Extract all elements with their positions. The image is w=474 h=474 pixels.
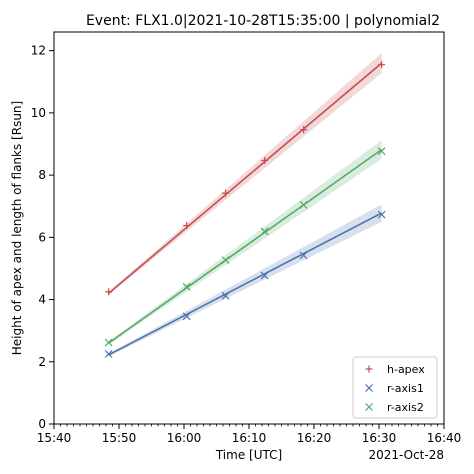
fit-band-r-axis1 [108, 204, 382, 357]
x-tick-label: 16:10 [232, 431, 267, 445]
x-tick-label: 16:30 [362, 431, 397, 445]
y-tick-label: 10 [31, 106, 46, 120]
data-point-h-apex [261, 156, 269, 164]
y-tick-label: 6 [38, 230, 46, 244]
legend-marker-r-axis1 [365, 384, 373, 392]
legend-label-r-axis2: r-axis2 [387, 401, 424, 414]
data-point-h-apex [222, 189, 230, 197]
data-point-r-axis2 [260, 227, 269, 236]
y-tick-label: 4 [38, 293, 46, 307]
data-point-r-axis1 [104, 350, 113, 358]
data-point-r-axis1 [299, 251, 308, 260]
x-axis-title: Time [UTC] [215, 448, 282, 462]
data-point-r-axis1 [377, 210, 386, 219]
data-point-r-axis1 [182, 312, 191, 321]
data-point-h-apex [105, 288, 113, 296]
date-label: 2021-Oct-28 [368, 448, 444, 462]
fit-band-r-axis2 [108, 140, 382, 345]
legend-frame [352, 356, 438, 419]
y-tick-label: 8 [38, 168, 46, 182]
x-tick-label: 15:40 [37, 431, 72, 445]
x-axis-ticks: 15:40 15:50 16:00 16:10 16:20 16:30 16:40 [37, 424, 462, 445]
data-point-r-axis1 [260, 271, 269, 280]
fit-band-h-apex [108, 53, 382, 295]
legend-label-r-axis1: r-axis1 [387, 382, 424, 395]
x-tick-label: 15:50 [102, 431, 137, 445]
data-point-r-axis2 [299, 201, 308, 209]
legend-label-h-apex: h-apex [387, 363, 425, 376]
data-point-r-axis2 [104, 338, 113, 347]
fit-line-r-axis2 [108, 148, 383, 344]
data-point-r-axis1 [221, 291, 230, 300]
y-axis-title: Height of apex and length of flanks [Rsu… [10, 101, 24, 355]
x-tick-label: 16:00 [167, 431, 202, 445]
data-markers [104, 61, 386, 358]
y-axis-ticks: 0 2 4 6 8 10 12 [31, 44, 54, 431]
y-tick-label: 12 [31, 44, 46, 58]
x-tick-label: 16:40 [427, 431, 462, 445]
data-point-r-axis2 [377, 147, 386, 156]
legend: h-apex r-axis1 r-axis2 [352, 356, 438, 419]
fit-bands [108, 53, 382, 357]
data-point-r-axis2 [221, 256, 230, 264]
y-tick-label: 0 [38, 417, 46, 431]
fit-lines [108, 62, 383, 356]
fit-line-r-axis1 [108, 212, 382, 356]
data-point-h-apex [183, 222, 191, 230]
legend-marker-h-apex [365, 365, 373, 373]
legend-marker-r-axis2 [365, 403, 373, 411]
fit-line-h-apex [108, 62, 383, 294]
data-point-h-apex [300, 126, 308, 134]
chart-title: Event: FLX1.0|2021-10-28T15:35:00 | poly… [86, 13, 440, 29]
x-tick-label: 16:20 [297, 431, 332, 445]
data-point-h-apex [378, 61, 386, 69]
data-point-r-axis2 [182, 282, 191, 291]
y-tick-label: 2 [38, 355, 46, 369]
